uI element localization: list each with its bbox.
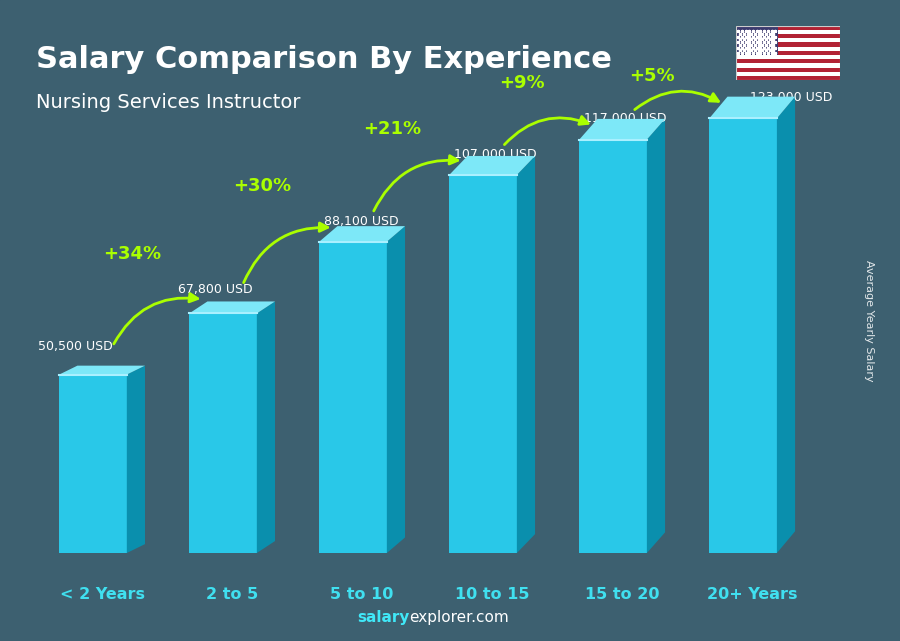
Bar [736, 59, 840, 63]
Text: Average Yearly Salary: Average Yearly Salary [863, 260, 874, 381]
Text: 10 to 15: 10 to 15 [454, 587, 529, 602]
Bar [736, 38, 840, 42]
Polygon shape [256, 301, 275, 553]
Text: salary: salary [357, 610, 410, 625]
Text: Nursing Services Instructor: Nursing Services Instructor [36, 93, 301, 112]
Bar [736, 26, 840, 30]
FancyBboxPatch shape [59, 374, 127, 553]
Polygon shape [517, 156, 535, 553]
FancyBboxPatch shape [320, 242, 387, 553]
Bar [736, 55, 840, 59]
Text: 5 to 10: 5 to 10 [330, 587, 394, 602]
Polygon shape [777, 97, 795, 553]
Text: 67,800 USD: 67,800 USD [177, 283, 252, 296]
Bar [736, 63, 840, 67]
Polygon shape [59, 365, 145, 374]
Text: 2 to 5: 2 to 5 [206, 587, 258, 602]
Polygon shape [387, 226, 405, 553]
Bar [736, 30, 840, 34]
FancyBboxPatch shape [709, 119, 777, 553]
Text: Salary Comparison By Experience: Salary Comparison By Experience [36, 45, 612, 74]
Text: +9%: +9% [500, 74, 544, 92]
Text: explorer.com: explorer.com [410, 610, 509, 625]
Text: 88,100 USD: 88,100 USD [324, 215, 399, 228]
FancyBboxPatch shape [449, 175, 517, 553]
Text: +34%: +34% [103, 246, 161, 263]
Text: +21%: +21% [363, 120, 421, 138]
Polygon shape [320, 226, 405, 242]
Text: +30%: +30% [233, 177, 291, 196]
Text: 15 to 20: 15 to 20 [585, 587, 660, 602]
Text: 50,500 USD: 50,500 USD [39, 340, 113, 353]
Text: 107,000 USD: 107,000 USD [454, 148, 537, 161]
Polygon shape [189, 301, 275, 313]
Polygon shape [709, 97, 795, 119]
Bar [736, 72, 840, 76]
Text: 123,000 USD: 123,000 USD [750, 91, 832, 104]
Text: 117,000 USD: 117,000 USD [584, 112, 667, 126]
Bar [736, 47, 840, 51]
Bar [736, 51, 840, 55]
Text: < 2 Years: < 2 Years [59, 587, 145, 602]
Bar [736, 67, 840, 72]
Text: +5%: +5% [629, 67, 675, 85]
Text: 20+ Years: 20+ Years [706, 587, 797, 602]
Polygon shape [647, 119, 665, 553]
Bar [736, 76, 840, 80]
FancyBboxPatch shape [580, 140, 647, 553]
Polygon shape [449, 156, 536, 175]
Bar [736, 26, 778, 55]
Polygon shape [127, 365, 145, 553]
Bar [736, 34, 840, 38]
Bar [736, 42, 840, 47]
Polygon shape [580, 119, 665, 140]
FancyBboxPatch shape [189, 313, 256, 553]
